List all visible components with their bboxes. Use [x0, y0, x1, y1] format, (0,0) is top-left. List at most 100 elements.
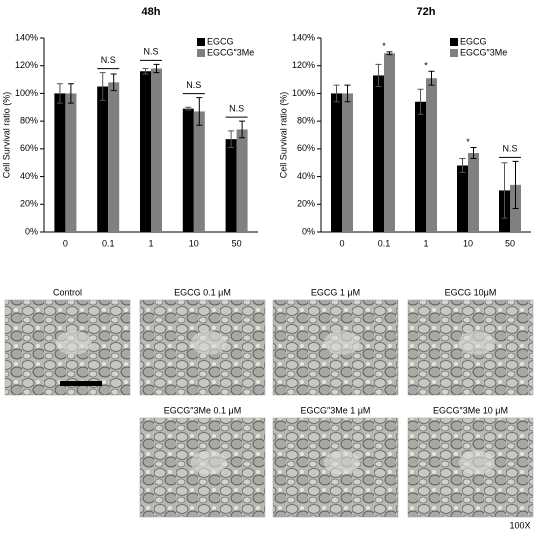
scale-bar [60, 381, 102, 386]
y-tick-label: 20% [20, 199, 38, 209]
error-bar [142, 67, 149, 75]
significance-label: N.S [101, 55, 116, 65]
legend-label: EGCG″3Me [460, 47, 507, 57]
bar [384, 53, 395, 232]
error-bar [333, 84, 340, 103]
y-tick-label: 0% [25, 226, 38, 236]
error-bar [470, 146, 477, 160]
y-tick-label: 40% [297, 171, 315, 181]
micrograph-highlight [190, 330, 227, 355]
magnification: 100X [509, 520, 530, 530]
bar [193, 111, 205, 232]
x-tick-label: 50 [232, 238, 242, 248]
legend-label: EGCG [207, 36, 234, 46]
y-tick-label: 20% [297, 199, 315, 209]
bar [151, 68, 162, 232]
image-label: EGCG″3Me 0.1 μM [164, 405, 241, 415]
y-tick-label: 60% [297, 143, 315, 153]
image-label: EGCG″3Me 1 μM [301, 405, 371, 415]
image-label: EGCG 0.1 μM [174, 287, 231, 297]
micrograph-highlight [55, 330, 92, 355]
micrograph-highlight [458, 330, 495, 355]
error-bar [417, 88, 424, 115]
y-tick-label: 100% [15, 88, 38, 98]
image-label: EGCG 1 μM [311, 287, 360, 297]
bar [65, 93, 77, 232]
bar [108, 82, 120, 232]
legend-label: EGCG [460, 36, 487, 46]
legend-swatch [197, 38, 205, 46]
bar [331, 93, 342, 232]
x-tick-label: 0 [339, 238, 344, 248]
image-label: EGCG″3Me 10 μM [433, 405, 508, 415]
bar [342, 93, 353, 232]
error-bar [459, 158, 466, 173]
y-tick-label: 80% [20, 116, 38, 126]
micrograph-highlight [323, 450, 360, 475]
image-label: Control [53, 287, 82, 297]
y-tick-label: 100% [292, 88, 315, 98]
y-tick-label: 120% [15, 60, 38, 70]
legend-swatch [450, 38, 458, 46]
significance-label: * [424, 61, 428, 71]
y-axis-label: Cell Survival ratio (%) [1, 92, 11, 179]
bar [182, 108, 194, 232]
error-bar [428, 70, 435, 86]
y-tick-label: 140% [15, 32, 38, 42]
error-bar [386, 51, 393, 56]
error-bar [99, 72, 106, 101]
micrograph-highlight [458, 450, 495, 475]
error-bar [56, 83, 63, 104]
legend-swatch [450, 49, 458, 57]
y-tick-label: 140% [292, 32, 315, 42]
y-tick-label: 40% [20, 171, 38, 181]
x-tick-label: 1 [148, 238, 153, 248]
y-tick-label: 0% [302, 226, 315, 236]
x-tick-label: 0.1 [102, 238, 115, 248]
error-bar [196, 97, 203, 126]
legend-swatch [197, 49, 205, 57]
significance-label: * [382, 41, 386, 51]
error-bar [67, 83, 74, 104]
x-tick-label: 10 [463, 238, 473, 248]
bar [140, 71, 151, 232]
bar [236, 129, 248, 232]
significance-label: N.S [229, 104, 244, 114]
x-tick-label: 50 [505, 238, 515, 248]
y-tick-label: 80% [297, 116, 315, 126]
error-bar [153, 63, 160, 74]
bar [373, 75, 384, 233]
error-bar [501, 162, 508, 219]
error-bar [375, 63, 382, 87]
bar [54, 93, 66, 232]
chart-title: 48h [142, 6, 161, 18]
error-bar [110, 73, 117, 92]
micrograph-highlight [323, 330, 360, 355]
bar [225, 139, 237, 232]
bar [426, 78, 437, 232]
bar [97, 86, 109, 232]
y-tick-label: 120% [292, 60, 315, 70]
x-tick-label: 0 [63, 238, 68, 248]
y-axis-label: Cell Survival ratio (%) [278, 92, 288, 179]
legend-label: EGCG″3Me [207, 47, 254, 57]
error-bar [344, 84, 351, 103]
x-tick-label: 10 [189, 238, 199, 248]
bar [457, 165, 468, 232]
error-bar [512, 160, 519, 209]
error-bar [228, 130, 235, 148]
error-bar [185, 106, 192, 111]
significance-label: * [466, 137, 470, 147]
x-tick-label: 1 [423, 238, 428, 248]
significance-label: N.S [186, 80, 201, 90]
x-tick-label: 0.1 [378, 238, 391, 248]
y-tick-label: 60% [20, 143, 38, 153]
significance-label: N.S [502, 144, 517, 154]
micrograph-highlight [190, 450, 227, 475]
chart-title: 72h [417, 6, 436, 18]
bar [415, 101, 426, 232]
error-bar [239, 120, 246, 139]
image-label: EGCG 10μM [445, 287, 497, 297]
bar [468, 153, 479, 232]
